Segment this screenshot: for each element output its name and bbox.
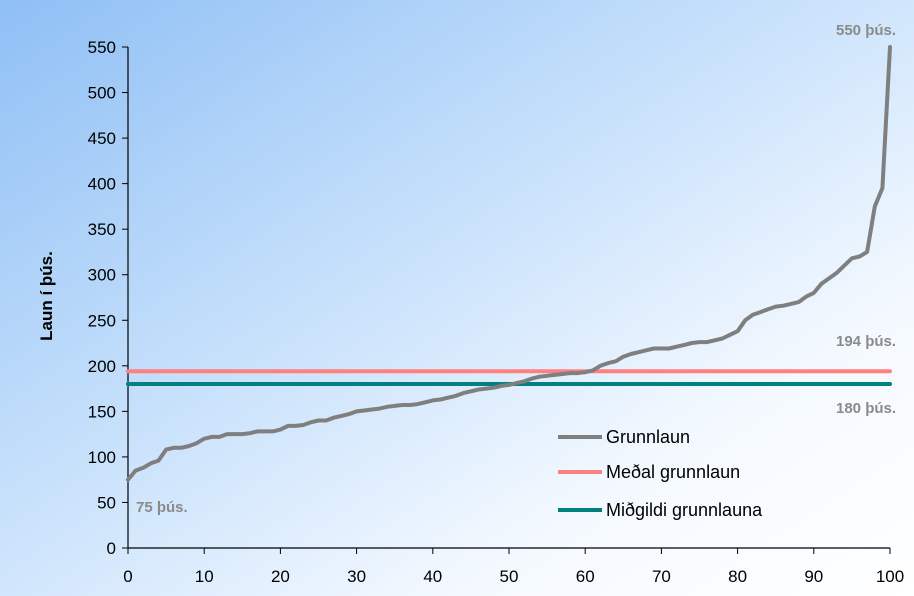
- x-tick-label: 50: [500, 567, 519, 586]
- y-tick-label: 50: [97, 493, 116, 512]
- annotation-mean: 194 þús.: [836, 333, 896, 350]
- legend-label-grunnlaun: Grunnlaun: [606, 427, 690, 447]
- x-tick-label: 20: [271, 567, 290, 586]
- y-tick-label: 550: [88, 38, 116, 57]
- axes: 0 50 100 150 200 250 300 350 400 450 500 550 0 10 20 30…: [88, 38, 905, 586]
- y-tick-label: 350: [88, 220, 116, 239]
- y-tick-label: 450: [88, 129, 116, 148]
- x-tick-label: 40: [423, 567, 442, 586]
- x-tick-label: 100: [876, 567, 904, 586]
- y-tick-label: 100: [88, 448, 116, 467]
- series-line-grunnlaun: [126, 45, 892, 482]
- y-tick-label: 500: [88, 84, 116, 103]
- y-axis-label: Laun í þús.: [37, 251, 56, 341]
- y-tick-label: 250: [88, 311, 116, 330]
- x-tick-label: 60: [576, 567, 595, 586]
- x-tick-label: 70: [652, 567, 671, 586]
- x-tick-label: 10: [195, 567, 214, 586]
- annotation-median: 180 þús.: [836, 400, 896, 417]
- y-tick-label: 150: [88, 402, 116, 421]
- annotation-max: 550 þús.: [836, 22, 896, 39]
- y-tick-label: 300: [88, 266, 116, 285]
- x-tick-label: 30: [347, 567, 366, 586]
- x-tick-label: 0: [123, 567, 132, 586]
- legend: Grunnlaun Meðal grunnlaun Miðgildi grunn…: [558, 427, 763, 520]
- y-tick-label: 0: [107, 539, 116, 558]
- y-tick-label: 200: [88, 357, 116, 376]
- y-tick-label: 400: [88, 175, 116, 194]
- x-tick-label: 90: [804, 567, 823, 586]
- legend-label-medal: Meðal grunnlaun: [606, 462, 740, 482]
- annotation-min: 75 þús.: [136, 499, 188, 516]
- legend-label-midgildi: Miðgildi grunnlauna: [606, 500, 763, 520]
- annotations: 550 þús. 194 þús. 180 þús. 75 þús.: [136, 22, 896, 516]
- x-tick-label: 80: [728, 567, 747, 586]
- series-layer: [126, 45, 892, 482]
